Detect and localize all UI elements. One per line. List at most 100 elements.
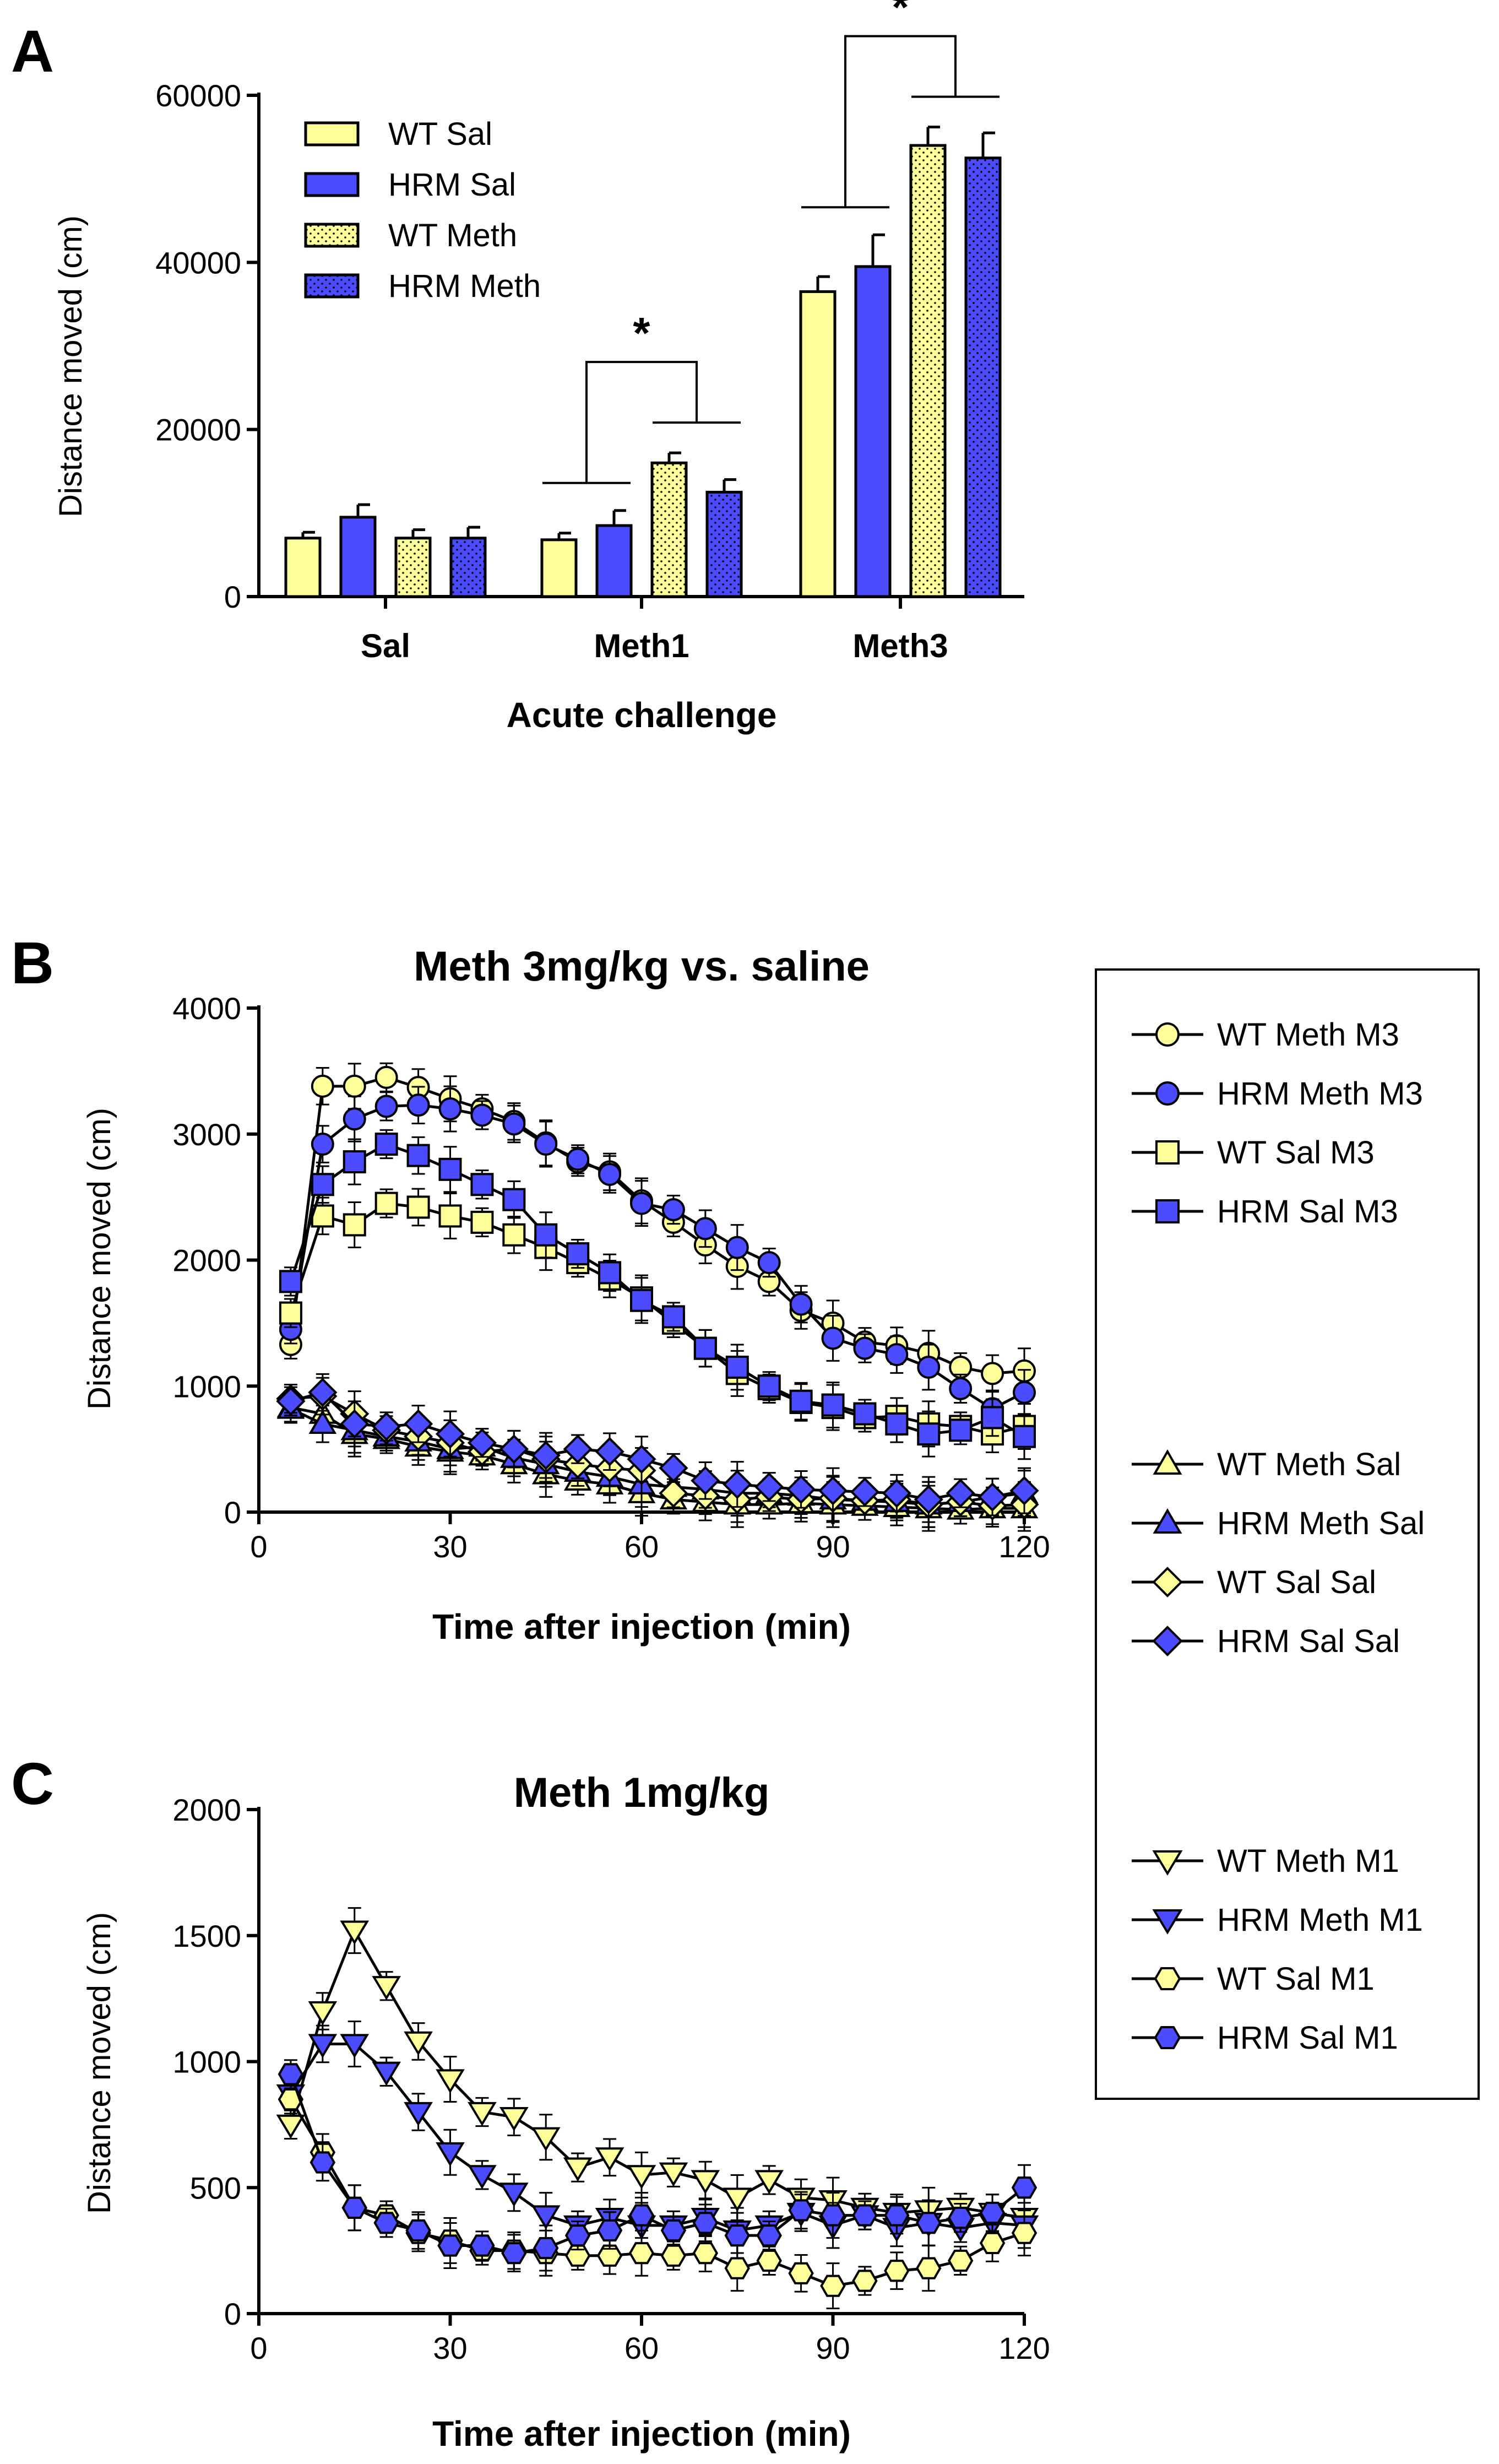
legend-marker-hrm-sal-m3 [1155,1199,1180,1223]
point-hrm-sal-m3 [949,1418,973,1442]
point-hrm-sal-m3 [374,1133,398,1156]
panel-a-category-label: Sal [361,627,410,664]
point-wt-sal-m1 [596,2244,623,2267]
point-wt-meth-m1 [436,2069,465,2094]
point-wt-meth-m1 [691,2170,720,2195]
legend-label-wt-sal-m3: WT Sal M3 [1217,1135,1375,1171]
bar-wt-meth [650,461,688,598]
point-wt-sal-sal [659,1479,688,1508]
point-hrm-sal-m3 [598,1261,622,1285]
point-hrm-sal-m1 [692,2212,719,2234]
legend-marker-hrm-sal-m1 [1154,2026,1181,2050]
panel-c-xtick-label: 60 [624,2331,659,2365]
point-hrm-sal-m1 [564,2224,591,2247]
point-wt-sal-m1 [788,2262,814,2284]
point-wt-sal-m3 [343,1213,366,1237]
line-wt-meth-sal [290,1406,1024,1511]
panel-b-xtick-label: 0 [250,1529,267,1564]
point-hrm-sal-m1 [1011,2176,1038,2199]
point-wt-meth-m1 [531,2127,561,2152]
point-hrm-sal-sal [404,1409,433,1439]
panel-letter-c: C [11,1750,54,1817]
point-hrm-sal-sal [340,1409,370,1439]
panel-c-plot [276,1907,1039,2310]
point-hrm-sal-sal [754,1472,784,1502]
significance-star: * [892,0,909,32]
panel-b-ytick-label: 1000 [172,1369,241,1404]
point-wt-meth-m1 [340,1920,370,1945]
point-wt-meth-m1 [595,2147,624,2172]
bar-wt-sal [540,538,578,598]
point-hrm-meth-m3 [821,1326,845,1350]
line-wt-sal-sal [290,1394,1025,1508]
series-hrm-meth-m3 [279,1085,1036,1428]
bar-hrm-meth [449,537,487,598]
panel-c-xtick-label: 120 [998,2331,1050,2365]
line-wt-sal-m1 [289,2098,1025,2288]
line-hrm-meth-m1 [289,2042,1025,2232]
significance-star: * [633,308,650,358]
bar-wt-sal [284,537,322,598]
point-hrm-sal-sal [627,1444,656,1474]
point-hrm-sal-m1 [979,2201,1006,2224]
panel-a-ytick-label: 60000 [155,78,241,113]
point-hrm-sal-sal [308,1378,338,1407]
point-hrm-sal-m1 [628,2204,655,2227]
line-hrm-sal-m3 [289,1142,1025,1438]
point-hrm-meth-m3 [598,1162,622,1186]
legend-swatch-wt-sal [304,121,360,147]
legend-marker-wt-meth-m3 [1155,1022,1180,1047]
point-hrm-sal-m1 [820,2204,846,2227]
point-hrm-sal-sal [850,1477,879,1507]
point-hrm-sal-m3 [406,1144,430,1167]
legend-label-hrm-meth: HRM Meth [388,268,541,304]
panel-letter-a: A [11,18,54,84]
panel-letter-b: B [11,929,54,996]
point-hrm-sal-m1 [852,2204,878,2227]
point-hrm-sal-sal [499,1434,529,1464]
line-wt-sal-m3 [289,1201,1025,1436]
point-wt-sal-m3 [279,1301,302,1325]
point-hrm-sal-m3 [311,1173,334,1196]
panel-b-xlabel: Time after injection (min) [432,1607,851,1647]
point-wt-meth-m1 [308,2001,338,2026]
point-hrm-sal-m3 [1013,1425,1036,1448]
point-hrm-sal-m3 [438,1157,462,1181]
point-hrm-sal-m3 [821,1393,845,1417]
point-wt-meth-m1 [372,1976,401,2000]
point-hrm-sal-sal [914,1485,943,1514]
point-hrm-sal-m3 [693,1336,717,1360]
panel-b-xtick-label: 90 [816,1529,850,1564]
bar-hrm-sal [854,265,892,598]
point-hrm-sal-m1 [788,2199,814,2222]
panel-a-significance: ** [542,0,1000,484]
point-wt-sal-m3 [502,1223,526,1247]
legend-marker-hrm-meth-sal [1153,1508,1182,1534]
point-hrm-meth-m3 [406,1093,430,1117]
point-wt-sal-m1 [820,2275,846,2297]
point-hrm-meth-m3 [374,1095,398,1118]
panel-c-title: Meth 1mg/kg [514,1769,770,1816]
point-hrm-meth-m1 [372,2061,401,2086]
legend-label-hrm-meth-sal: HRM Meth Sal [1217,1506,1425,1541]
panel-b-ytick-label: 3000 [172,1117,241,1152]
legend-label-hrm-meth-m1: HRM Meth M1 [1217,1902,1423,1938]
bar-hrm-sal [595,524,633,598]
point-hrm-meth-m1 [308,2034,338,2059]
point-wt-meth-m3 [981,1362,1004,1385]
panel-a-axes: 0 20000 40000 60000 Sal Meth1 Meth3 [155,78,1024,664]
bar-wt-meth [909,144,947,598]
point-hrm-sal-m1 [596,2219,623,2242]
point-hrm-sal-sal [467,1428,497,1458]
series-hrm-sal-m3 [279,1129,1036,1460]
point-hrm-meth-m3 [725,1236,749,1259]
panel-b-plot [276,1062,1039,1532]
point-hrm-sal-m1 [756,2224,782,2247]
point-hrm-sal-m1 [884,2204,910,2227]
legend-marker-wt-meth-m1 [1152,1850,1183,1876]
bar-wt-meth [394,537,432,598]
point-hrm-sal-m1 [405,2219,431,2242]
series-hrm-sal-m1 [278,2059,1038,2273]
point-wt-meth-m1 [468,2102,497,2126]
